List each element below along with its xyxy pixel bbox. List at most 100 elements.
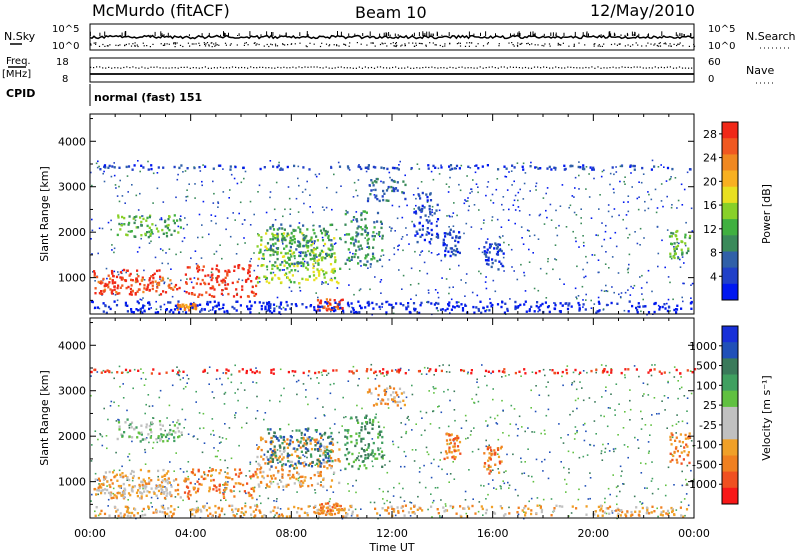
velocity-speckle (403, 450, 406, 453)
power-cell (344, 262, 347, 265)
power-cell (461, 309, 465, 312)
power-speckle (623, 180, 625, 183)
power-cell (455, 164, 459, 168)
power-speckle (389, 176, 391, 179)
sky-dot (205, 43, 207, 45)
velocity-cell (303, 479, 306, 482)
velocity-speckle (581, 387, 583, 389)
power-cell (302, 264, 305, 268)
power-speckle (476, 294, 479, 297)
power-cell (477, 309, 480, 312)
velocity-cell (369, 453, 373, 456)
power-cell (350, 310, 353, 313)
power-cell (135, 215, 138, 218)
velocity-speckle (508, 434, 510, 437)
power-speckle (636, 197, 639, 200)
nave-dot (111, 67, 113, 69)
power-speckle (455, 167, 457, 170)
velocity-speckle (333, 423, 336, 425)
power-cell (455, 249, 458, 253)
power-cell (402, 180, 405, 183)
power-cell (632, 164, 635, 168)
freq-panel: Freq. [MHz] 18 8 60 0 Nave (2, 56, 776, 85)
velocity-speckle (237, 399, 239, 402)
velocity-cell (344, 443, 347, 446)
velocity-cell (161, 479, 164, 482)
velocity-speckle (577, 498, 580, 501)
power-cell (372, 307, 375, 310)
power-cell (529, 165, 532, 168)
velocity-speckle (686, 410, 688, 412)
power-speckle (210, 214, 213, 216)
power-cell (288, 263, 291, 266)
velocity-speckle (584, 422, 586, 425)
power-cell (347, 167, 350, 170)
velocity-speckle (453, 409, 456, 411)
velocity-speckle (392, 440, 394, 443)
velocity-speckle (334, 408, 336, 411)
power-cell (312, 248, 315, 251)
velocity-speckle (436, 486, 439, 489)
power-speckle (681, 204, 684, 206)
power-speckle (253, 269, 256, 272)
velocity-cell (290, 453, 294, 456)
power-cell (302, 257, 305, 261)
power-speckle (452, 212, 455, 214)
velocity-speckle (355, 491, 357, 494)
velocity-speckle (327, 449, 330, 452)
power-speckle (379, 235, 381, 238)
velocity-cell (489, 465, 492, 468)
power-speckle (289, 208, 292, 210)
power-speckle (586, 261, 589, 264)
velocity-cell (238, 468, 241, 471)
power-speckle (465, 200, 467, 202)
power-cell (393, 180, 396, 183)
power-speckle (303, 202, 305, 205)
velocity-cell (210, 469, 213, 472)
power-speckle (155, 308, 158, 310)
power-speckle (121, 222, 123, 225)
velocity-speckle (604, 497, 606, 500)
sky-dot (645, 45, 647, 47)
velocity-cell (165, 489, 168, 492)
power-cell (644, 305, 647, 308)
power-speckle (111, 244, 113, 246)
power-cell (141, 276, 144, 279)
power-cell (373, 235, 376, 238)
power-speckle (309, 206, 311, 208)
power-cell (278, 311, 281, 314)
velocity-cell (277, 485, 280, 489)
power-cell (148, 215, 151, 219)
velocity-cell (368, 388, 371, 391)
power-cell (319, 252, 322, 255)
velocity-speckle (560, 437, 562, 439)
power-speckle (217, 201, 219, 203)
velocity-cell (254, 470, 257, 474)
velocity-speckle (572, 410, 574, 413)
velocity-cell (274, 435, 277, 438)
power-cell (305, 266, 308, 269)
velocity-speckle (437, 406, 439, 408)
velocity-speckle (195, 390, 197, 393)
velocity-cell (316, 482, 319, 485)
power-speckle (448, 286, 451, 289)
power-speckle (584, 275, 587, 278)
power-cell (118, 222, 121, 226)
power-cell (396, 189, 399, 192)
nave-dot (609, 67, 611, 69)
power-cell (151, 281, 154, 284)
power-cell (176, 303, 180, 306)
velocity-cell (113, 493, 116, 497)
power-speckle (590, 307, 593, 309)
velocity-cell (172, 429, 175, 433)
power-cell (156, 283, 159, 286)
power-cell (341, 298, 344, 301)
velocity-cell (136, 494, 139, 498)
power-cell (278, 268, 281, 272)
velocity-cell (296, 438, 299, 442)
nave-dot (606, 67, 608, 69)
power-cell (149, 234, 152, 237)
power-speckle (215, 222, 217, 225)
power-speckle (670, 206, 673, 209)
velocity-cell (499, 447, 502, 450)
